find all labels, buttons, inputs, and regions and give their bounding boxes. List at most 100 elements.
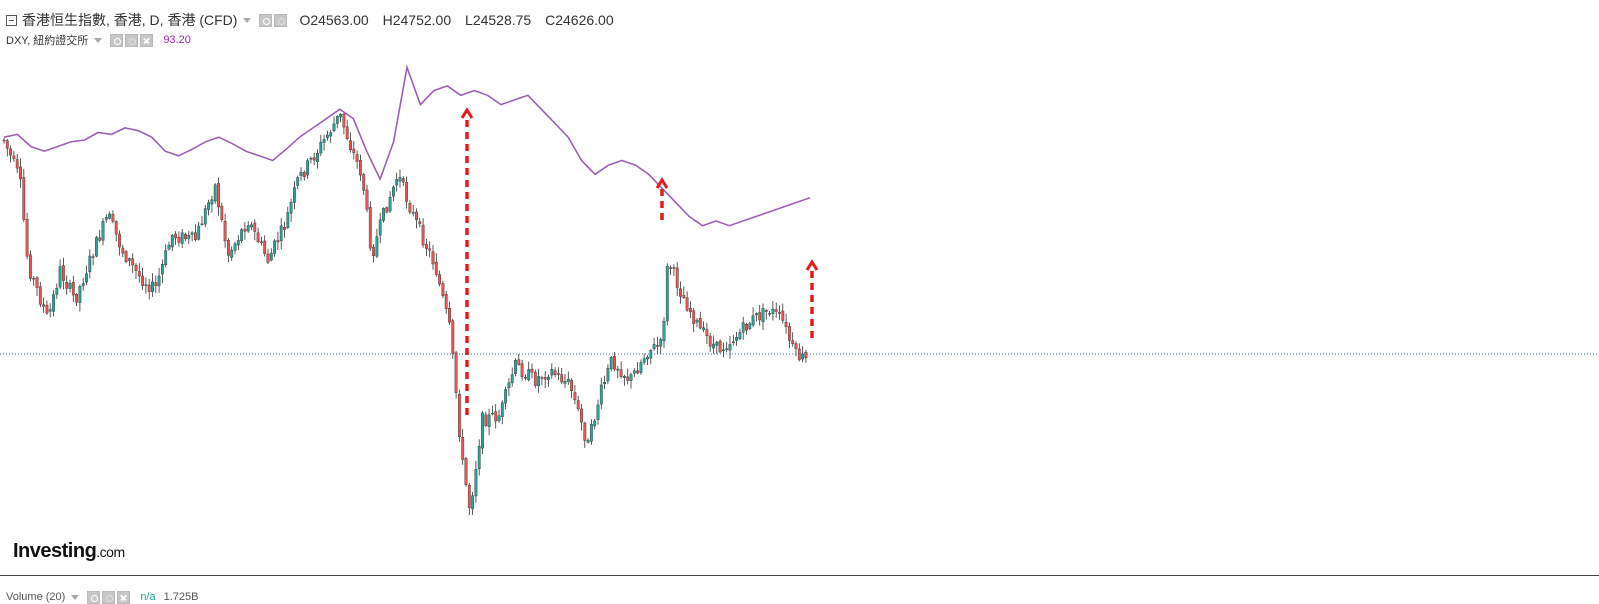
candle-body (220, 205, 224, 220)
candle-body (553, 370, 557, 376)
candle-body (230, 249, 234, 258)
collapse-icon[interactable] (6, 14, 17, 26)
close-value: C24626.00 (545, 12, 614, 28)
close-icon[interactable] (140, 33, 154, 47)
logo-dotcom-text: .com (96, 544, 125, 560)
candle-body (283, 227, 286, 230)
open-value: O24563.00 (299, 12, 369, 28)
candle-body (147, 284, 151, 293)
candle-body (42, 304, 46, 307)
gear-icon[interactable] (274, 13, 288, 27)
candle-body (190, 232, 194, 235)
candle-body (365, 189, 369, 210)
candle-body (774, 309, 778, 312)
candle-body (632, 370, 636, 374)
candle-body (672, 267, 676, 269)
candle-body (791, 340, 795, 344)
candle-body (461, 437, 465, 460)
price-chart[interactable] (0, 0, 1599, 576)
candle-body (642, 358, 646, 363)
candle-body (398, 177, 402, 182)
candle-body (451, 320, 455, 354)
candle-body (322, 139, 326, 143)
candle-body (9, 148, 12, 156)
gear-icon[interactable] (102, 590, 116, 604)
candle-body (725, 348, 729, 350)
candle-body (497, 415, 501, 422)
candle-body (428, 248, 432, 251)
candle-body (685, 297, 689, 311)
candle-body (45, 304, 49, 314)
candle-body (771, 308, 775, 315)
candle-body (226, 239, 230, 256)
candle-body (735, 337, 739, 341)
candle-body (741, 322, 745, 333)
candle-body (682, 295, 686, 298)
candle-body (431, 251, 435, 265)
pane-divider[interactable] (0, 575, 1599, 576)
candle-body (418, 221, 422, 225)
chevron-down-icon[interactable] (243, 17, 252, 23)
candle-body (167, 244, 171, 250)
candle-body (560, 374, 564, 383)
candle-body (570, 379, 574, 392)
candle-body (504, 389, 507, 404)
candle-body (58, 266, 62, 288)
candle-body (29, 254, 32, 279)
candle-body (144, 284, 148, 286)
candle-body (613, 356, 616, 370)
candle-body (378, 219, 382, 236)
candle-body (415, 211, 418, 220)
candle-body (593, 420, 597, 427)
eye-icon[interactable] (87, 590, 101, 604)
candle-body (669, 267, 673, 269)
candle-body (438, 274, 441, 285)
candle-body (441, 283, 445, 296)
gear-icon[interactable] (125, 33, 139, 47)
candle-body (19, 166, 22, 180)
candle-body (94, 237, 98, 257)
candle-body (293, 187, 296, 203)
low-value: L24528.75 (465, 12, 532, 28)
candle-body (679, 288, 682, 297)
chevron-down-icon[interactable] (71, 594, 80, 600)
candle-body (276, 240, 280, 243)
candle-body (160, 264, 164, 275)
candle-body (263, 240, 267, 254)
candle-body (375, 236, 379, 257)
close-icon[interactable] (117, 590, 131, 604)
candle-body (547, 376, 550, 381)
candle-body (405, 182, 408, 202)
arrow-head-icon (805, 259, 819, 271)
candle-body (616, 368, 620, 371)
candle-body (372, 246, 375, 257)
candle-body (88, 255, 92, 273)
candle-body (731, 341, 735, 344)
candle-body (606, 368, 610, 382)
candle-body (296, 177, 300, 186)
candle-body (250, 224, 253, 228)
candle-body (352, 148, 356, 154)
candle-body (170, 235, 174, 248)
candle-body (368, 207, 372, 249)
eye-icon[interactable] (110, 33, 124, 47)
candle-body (299, 171, 303, 176)
candle-body (104, 216, 108, 220)
candle-body (91, 256, 95, 258)
candle-body (213, 184, 217, 202)
chevron-down-icon[interactable] (94, 37, 103, 43)
candle-body (401, 178, 405, 183)
candle-body (289, 201, 293, 214)
candle-body (108, 213, 112, 219)
eye-icon[interactable] (259, 13, 273, 27)
candle-body (131, 258, 135, 266)
candle-body (781, 310, 785, 321)
candle-body (151, 281, 154, 292)
candle-body (217, 183, 220, 208)
candle-body (804, 351, 808, 359)
candle-body (5, 140, 9, 149)
candle-body (755, 313, 758, 316)
candle-body (448, 308, 451, 323)
candle-body (243, 228, 247, 232)
candle-body (794, 343, 798, 349)
